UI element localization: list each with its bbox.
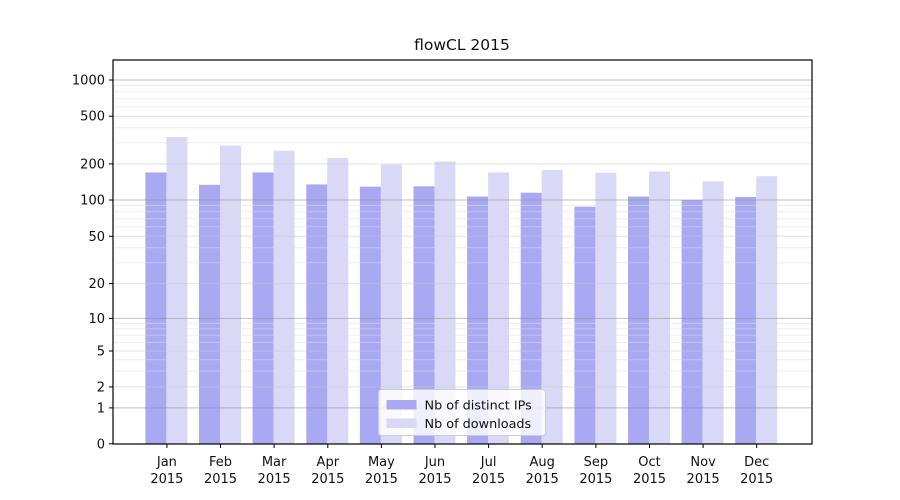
y-tick-label: 5 [97,345,105,360]
x-tick-label-month: Jan [156,455,177,470]
x-tick-label-year: 2015 [579,472,612,487]
axes-layer [109,59,813,448]
bar-distinct-ips-nov [681,200,703,444]
bar-downloads-mar [273,150,295,445]
bar-distinct-ips-sep [574,206,596,444]
bar-downloads-feb [220,145,241,444]
bar-distinct-ips-apr [306,184,328,444]
bar-distinct-ips-may [359,186,381,444]
bar-downloads-jan [166,137,188,444]
x-tick-label-month: Oct [638,455,660,470]
y-tick-label: 20 [88,277,105,292]
x-tick-label-year: 2015 [365,472,398,487]
bar-downloads-aug [541,170,563,444]
y-tick-label: 0 [97,437,105,452]
legend-box [378,389,546,436]
y-tick-label: 500 [80,110,105,125]
x-tick-label-month: Dec [744,455,769,470]
y-tick-label: 2 [97,380,105,395]
x-tick-label-month: May [368,455,395,470]
x-tick-label-month: Apr [317,455,340,470]
bar-distinct-ips-jun [413,186,435,445]
bar-downloads-oct [649,171,670,444]
bar-downloads-jul [488,172,510,444]
x-tick-label-year: 2015 [472,472,505,487]
y-tick-label: 200 [80,157,105,172]
bar-distinct-ips-jan [145,172,167,444]
x-tick-label-year: 2015 [204,472,237,487]
x-tick-label-year: 2015 [311,472,344,487]
bar-downloads-may [380,164,402,444]
x-tick-label-year: 2015 [258,472,291,487]
y-tick-label: 100 [80,194,105,209]
bar-downloads-apr [327,158,349,444]
legend-swatch-distinct-ips [386,400,417,410]
bar-distinct-ips-jul [467,196,489,444]
x-tick-label-year: 2015 [526,472,559,487]
x-tick-label-year: 2015 [740,472,773,487]
bar-distinct-ips-mar [252,172,274,444]
bar-distinct-ips-feb [199,184,220,445]
bar-downloads-dec [756,176,778,444]
bar-downloads-jun [434,161,456,444]
x-tick-label-year: 2015 [633,472,666,487]
x-tick-label-month: Feb [209,455,232,470]
bar-downloads-nov [702,181,724,444]
x-tick-label-month: Jun [424,455,445,470]
grid-layer [113,79,812,409]
x-tick-label-month: Nov [690,455,716,470]
legend-swatch-downloads [386,418,417,428]
x-tick-label-month: Jul [480,455,497,470]
y-tick-label: 50 [88,230,105,245]
legend-label-distinct-ips: Nb of distinct IPs [425,399,533,414]
plot-border [112,59,813,445]
x-tick-label-month: Aug [530,455,555,470]
bar-distinct-ips-oct [628,196,649,444]
x-tick-label-month: Mar [262,455,287,470]
chart-title: flowCL 2015 [414,36,510,54]
y-tick-label: 10 [88,312,105,327]
bars-layer [145,137,778,445]
x-tick-label-year: 2015 [418,472,451,487]
legend: Nb of distinct IPs Nb of downloads [378,389,546,436]
x-tick-label-year: 2015 [150,472,183,487]
y-tick-label: 1 [97,401,105,416]
x-tick-label-month: Sep [584,455,609,470]
bar-distinct-ips-dec [735,197,757,444]
labels-layer: 0 1 2 5 10 20 50 100 200 500 1000 Jan 2015 Feb 2015 Mar… [72,74,773,488]
legend-label-downloads: Nb of downloads [425,417,532,432]
x-tick-label-year: 2015 [687,472,720,487]
bar-downloads-sep [595,172,617,444]
y-tick-label: 1000 [72,74,105,89]
